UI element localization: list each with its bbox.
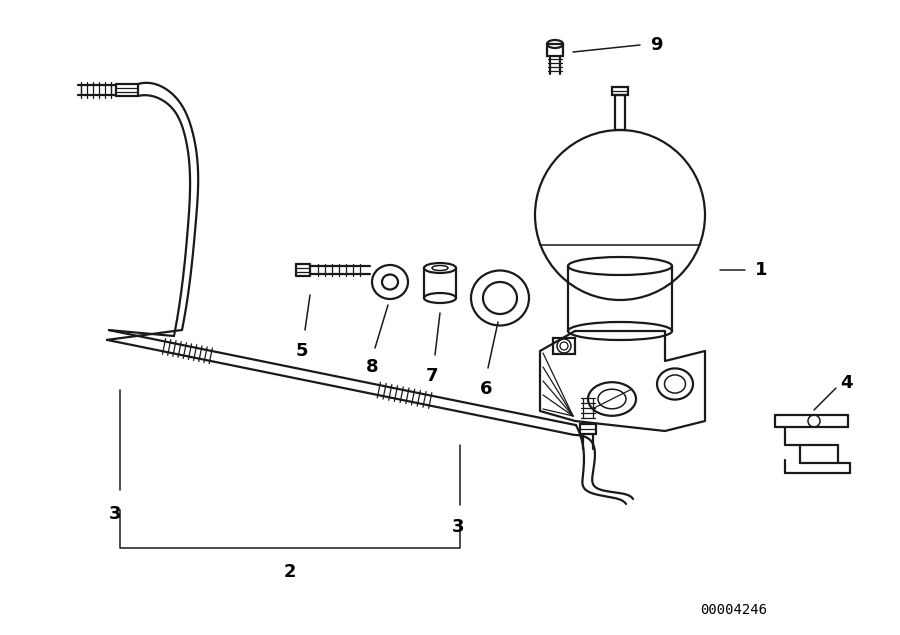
Text: 9: 9 bbox=[650, 36, 662, 54]
Bar bbox=[615, 95, 625, 130]
Bar bbox=[580, 424, 596, 434]
Bar bbox=[612, 87, 628, 95]
Text: 3: 3 bbox=[452, 518, 464, 536]
Text: 8: 8 bbox=[365, 358, 378, 376]
Text: 6: 6 bbox=[480, 380, 492, 398]
Text: 5: 5 bbox=[296, 342, 308, 360]
Text: 3: 3 bbox=[109, 505, 122, 523]
Text: 4: 4 bbox=[840, 374, 852, 392]
Bar bbox=[553, 338, 575, 354]
Text: 1: 1 bbox=[755, 261, 768, 279]
Text: 2: 2 bbox=[284, 563, 296, 581]
Text: 00004246: 00004246 bbox=[700, 603, 767, 617]
Text: 7: 7 bbox=[426, 367, 438, 385]
Bar bbox=[547, 44, 563, 56]
